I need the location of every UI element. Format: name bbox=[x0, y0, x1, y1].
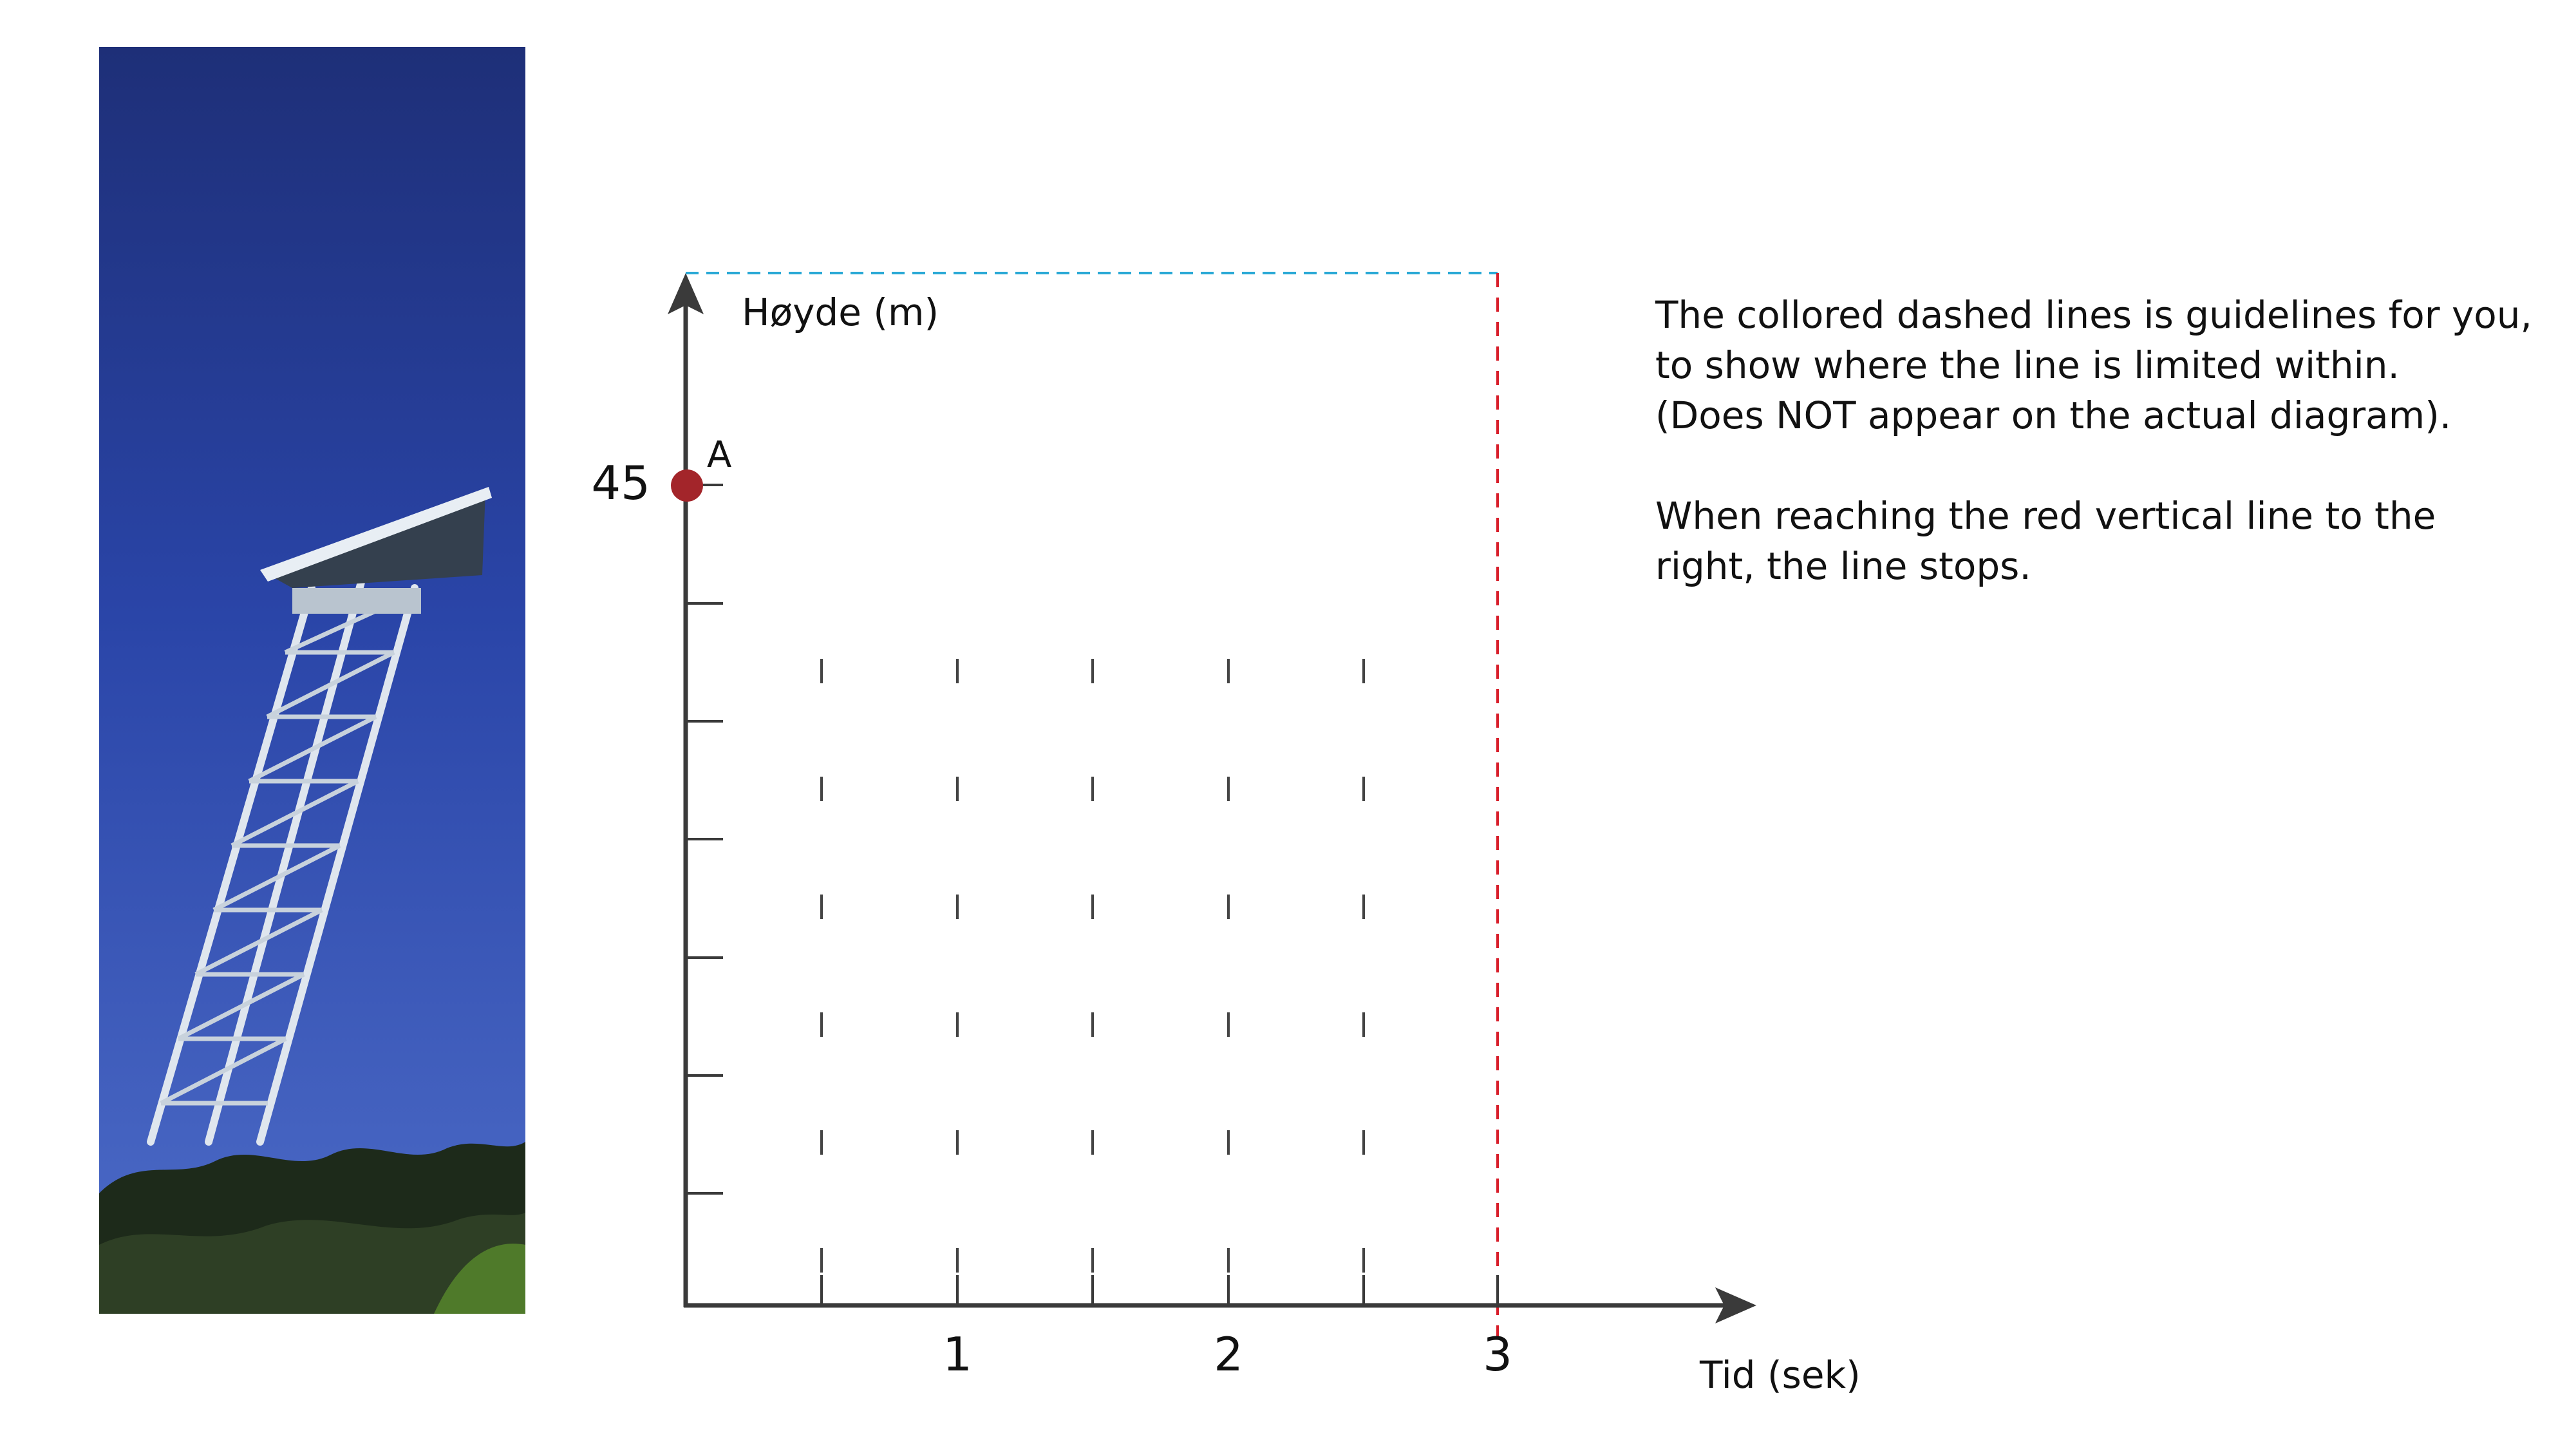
note-paragraph-red-line: When reaching the red vertical line to t… bbox=[1655, 494, 2436, 588]
x-tick-label-2: 2 bbox=[1214, 1327, 1243, 1381]
y-axis-label: Høyde (m) bbox=[742, 290, 939, 334]
x-tick-label-1: 1 bbox=[943, 1327, 972, 1381]
y-ticks bbox=[686, 484, 723, 1195]
y-tick-label-45: 45 bbox=[591, 456, 650, 510]
point-a-marker bbox=[671, 469, 703, 502]
note-paragraph-guidelines: The collored dashed lines is guidelines … bbox=[1655, 293, 2532, 437]
instruction-note: The collored dashed lines is guidelines … bbox=[1655, 290, 2544, 591]
x-axis-arrowhead bbox=[1715, 1287, 1756, 1323]
x-ticks bbox=[820, 1275, 1499, 1305]
y-axis-arrowhead bbox=[668, 273, 704, 314]
x-tick-label-3: 3 bbox=[1483, 1327, 1512, 1381]
point-a-label: A bbox=[707, 434, 731, 476]
vertical-grid-dashes bbox=[820, 659, 1365, 1301]
tower-photo bbox=[99, 47, 525, 1314]
x-axis-label: Tid (sek) bbox=[1699, 1353, 1861, 1397]
